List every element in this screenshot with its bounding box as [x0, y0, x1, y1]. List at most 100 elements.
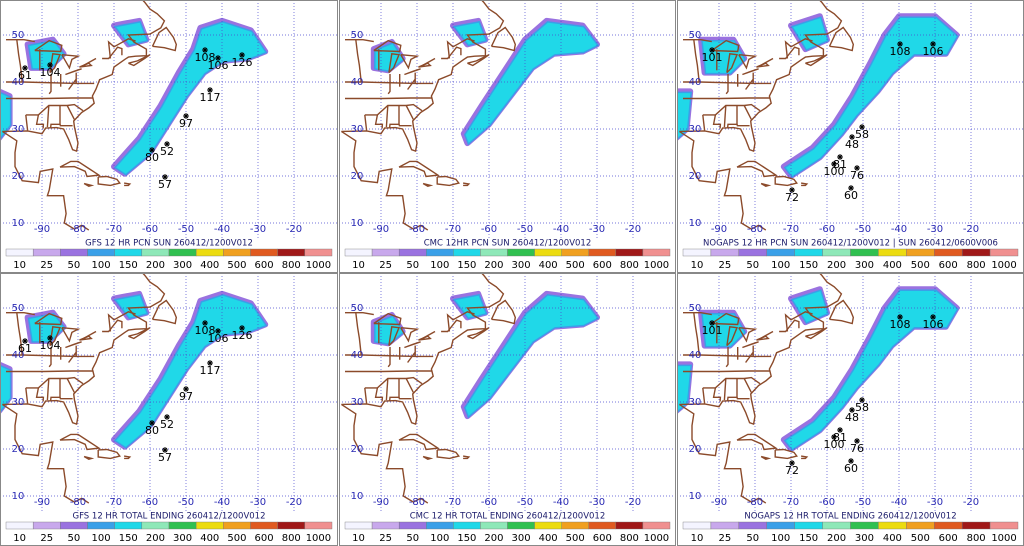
lon-label: -50 — [855, 497, 871, 508]
coastline — [738, 54, 758, 70]
precip-inner — [790, 16, 829, 52]
colorbar-label: 100 — [771, 533, 790, 544]
colorbar-box — [114, 521, 143, 530]
point-marker — [149, 420, 155, 426]
precip-inner — [0, 91, 12, 141]
lat-label: 20 — [689, 444, 702, 455]
lon-label: -90 — [373, 224, 389, 235]
coastline — [6, 81, 95, 85]
coastline — [745, 78, 754, 90]
point-marker — [183, 386, 189, 392]
colorbar-label: 25 — [40, 533, 53, 544]
lon-label: -40 — [553, 224, 569, 235]
coastline — [49, 326, 61, 347]
coastline — [398, 160, 440, 178]
colorbar-label: 500 — [911, 260, 930, 271]
coastline — [34, 39, 63, 53]
colorbar-box — [195, 248, 224, 257]
lon-label: -80 — [70, 497, 86, 508]
lon-label: -90 — [711, 497, 727, 508]
coastline — [446, 38, 475, 59]
coastline — [683, 81, 772, 85]
caption: GFS 12 HR TOTAL ENDING 260412/1200V012 — [72, 512, 265, 522]
colorbar-box — [87, 248, 115, 257]
lon-label: -30 — [927, 224, 943, 235]
coastline — [128, 327, 151, 340]
colorbar-box — [5, 248, 34, 257]
point-label: 104 — [40, 339, 61, 352]
colorbar-box — [507, 521, 535, 530]
colorbar-box — [304, 248, 333, 257]
coastline — [400, 54, 420, 70]
coastline — [407, 351, 416, 363]
colorbar-label: 1000 — [644, 260, 669, 271]
coastline — [49, 53, 61, 74]
colorbar-box — [534, 248, 562, 257]
coastline — [723, 105, 727, 128]
lat-label: 50 — [351, 303, 364, 314]
colorbar-label: 200 — [146, 260, 165, 271]
point-marker — [849, 134, 855, 140]
coastline — [711, 312, 740, 326]
precip-inner — [452, 21, 488, 47]
coastline — [388, 326, 400, 347]
point-marker — [837, 427, 843, 433]
colorbar-box — [195, 521, 224, 530]
colorbar-label: 500 — [227, 533, 246, 544]
lon-label: -50 — [178, 497, 194, 508]
coastline — [6, 370, 94, 373]
coastline — [59, 397, 73, 400]
colorbar-label: 600 — [593, 533, 612, 544]
lat-label: 50 — [689, 30, 702, 41]
point-label: 108 — [890, 45, 911, 58]
lon-label: -30 — [927, 497, 943, 508]
point-marker — [202, 47, 208, 53]
colorbar-label: 600 — [939, 260, 958, 271]
lat-label: 30 — [12, 397, 25, 408]
colorbar-label: 150 — [119, 533, 138, 544]
point-label: 60 — [844, 462, 858, 475]
point-label: 76 — [850, 169, 864, 182]
coastline — [398, 433, 440, 451]
coastline — [760, 182, 772, 188]
point-label: 101 — [702, 51, 723, 64]
lon-label: -80 — [70, 224, 86, 235]
coastline — [123, 455, 132, 460]
colorbar-box — [250, 521, 278, 530]
colorbar-box — [141, 248, 170, 257]
colorbar-label: 1000 — [991, 533, 1016, 544]
point-label: 80 — [145, 424, 159, 437]
coastline — [467, 54, 490, 67]
colorbar-label: 600 — [255, 533, 274, 544]
point-label: 61 — [18, 69, 32, 82]
point-marker — [22, 338, 28, 344]
point-label: 108 — [890, 318, 911, 331]
point-label: 100 — [824, 165, 845, 178]
coastline — [736, 124, 750, 127]
lat-label: 20 — [351, 444, 364, 455]
colorbar-label: 800 — [967, 533, 986, 544]
colorbar-label: 50 — [406, 533, 419, 544]
lon-label: -50 — [517, 224, 533, 235]
coastline — [400, 327, 420, 343]
coastline — [723, 378, 727, 401]
colorbar-box — [822, 521, 851, 530]
colorbar-label: 300 — [173, 260, 192, 271]
colorbar-box — [588, 248, 617, 257]
colorbar-label: 10 — [13, 533, 26, 544]
lat-label: 10 — [689, 218, 702, 229]
colorbar-box — [989, 521, 1019, 530]
precip-inner — [677, 364, 693, 414]
lat-label: 50 — [12, 303, 25, 314]
coastline — [490, 299, 517, 325]
map-area — [339, 0, 676, 238]
lon-label: -50 — [178, 224, 194, 235]
point-label: 57 — [158, 178, 172, 191]
lon-label: -30 — [589, 497, 605, 508]
coastline — [800, 182, 809, 187]
coastline — [784, 311, 813, 332]
coastline — [805, 327, 828, 340]
colorbar-label: 300 — [173, 533, 192, 544]
coastline — [683, 97, 771, 100]
